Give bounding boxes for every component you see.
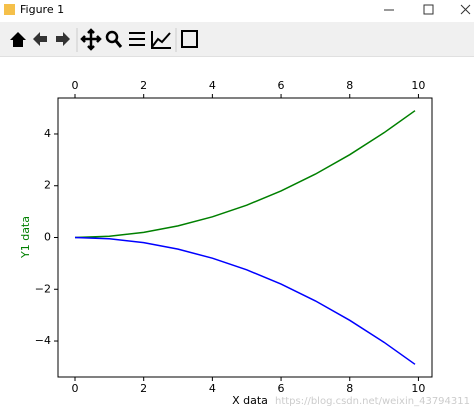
line [74,236,416,365]
zoom-button[interactable] [105,30,119,44]
x2-tick-label: 8 [346,79,353,92]
chart: X data Y1 data https://blog.csdn.net/wei… [19,79,470,407]
x2-tick-label: 4 [209,79,216,92]
toolbar-icons [10,28,198,52]
line [74,110,416,239]
forward-button[interactable] [56,32,70,46]
x-tick-label: 0 [72,382,79,395]
close-button[interactable] [460,4,471,15]
x-axis-label: X data [232,394,268,407]
title-bar: Figure 1 [0,0,474,20]
maximize-button[interactable] [423,4,434,15]
x-tick-label: 4 [209,382,216,395]
x2-tick-label: 2 [140,79,147,92]
pan-button[interactable] [80,28,102,51]
y-tick-label: 0 [44,231,51,244]
edit-button[interactable] [151,31,171,49]
x-tick-label: 8 [346,382,353,395]
configure-button[interactable] [129,32,145,46]
save-button[interactable] [181,30,198,48]
x-tick-label: 10 [411,382,425,395]
y-tick-label: −2 [35,282,51,295]
x2-tick-label: 10 [411,79,425,92]
y-tick-label: −4 [35,334,51,347]
y-tick-label: 2 [44,179,51,192]
title-bar-graphics: Figure 1 [4,3,471,16]
x-tick-label: 2 [140,382,147,395]
y-axis-label: Y1 data [19,216,32,259]
x-tick-label: 6 [278,382,285,395]
window-title: Figure 1 [20,3,64,16]
x2-tick-label: 0 [72,79,79,92]
home-button[interactable] [10,32,26,47]
plot-frame [57,97,433,378]
watermark: https://blog.csdn.net/weixin_43794311 [275,396,470,407]
x2-tick-label: 6 [278,79,285,92]
toolbar [0,22,474,57]
y-tick-label: 4 [44,127,51,140]
zoom-handle [114,40,123,48]
app-icon [4,4,15,15]
back-button[interactable] [33,32,47,46]
